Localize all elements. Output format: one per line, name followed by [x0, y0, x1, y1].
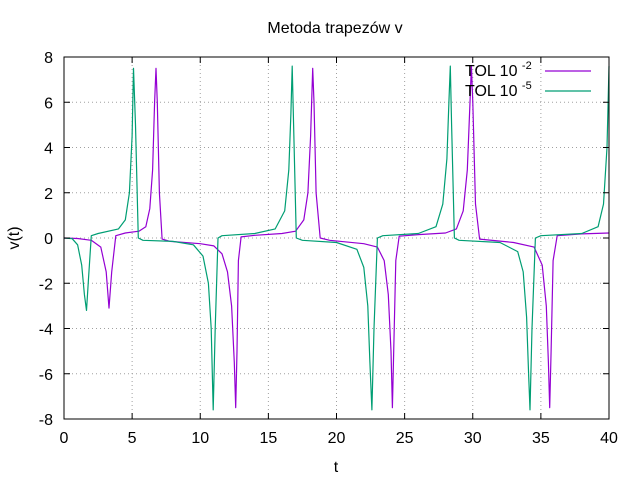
x-tick-label: 5: [128, 430, 137, 447]
y-tick-label: 8: [44, 50, 53, 67]
chart-title: Metoda trapezów v: [267, 20, 402, 37]
series-layer: [63, 65, 610, 411]
legend-label-2: TOL 10 -5: [465, 80, 532, 100]
legend-label-1: TOL 10 -2: [465, 60, 532, 80]
x-tick-label: 20: [328, 430, 346, 447]
x-tick-label: 30: [464, 430, 482, 447]
x-tick-label: 15: [259, 430, 277, 447]
x-tick-label: 40: [600, 430, 618, 447]
series-line-1: [63, 65, 610, 409]
x-tick-label: 0: [60, 430, 69, 447]
y-tick-label: -4: [39, 322, 53, 339]
y-tick-label: 0: [44, 231, 53, 248]
y-tick-labels: -8 -6 -4 -2 0 2 4 6 8: [39, 50, 53, 429]
series-line-2: [63, 65, 610, 411]
y-tick-label: 6: [44, 95, 53, 112]
x-tick-labels: 0 5 10 15 20 25 30 35 40: [60, 430, 618, 447]
x-axis-title: t: [334, 459, 339, 476]
y-tick-label: 4: [44, 141, 53, 158]
x-tick-label: 10: [191, 430, 209, 447]
y-tick-label: 2: [44, 186, 53, 203]
y-axis-title: v(t): [6, 226, 23, 249]
x-tick-label: 35: [532, 430, 550, 447]
ticks: [63, 56, 610, 420]
x-tick-label: 25: [396, 430, 414, 447]
y-tick-label: -2: [39, 276, 53, 293]
y-tick-label: -6: [39, 367, 53, 384]
grid: [64, 57, 609, 419]
y-tick-label: -8: [39, 412, 53, 429]
